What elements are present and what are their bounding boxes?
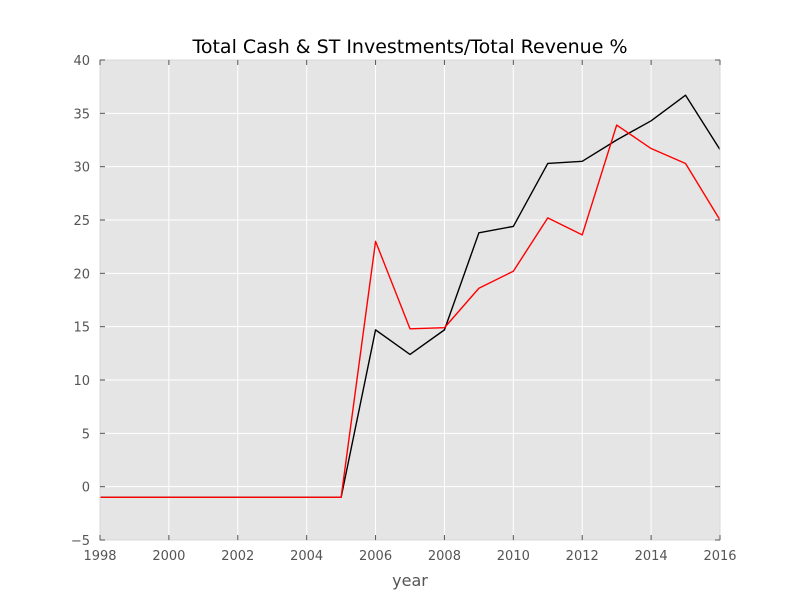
chart-title: Total Cash & ST Investments/Total Revenu… <box>191 36 627 58</box>
x-tick-label: 2006 <box>359 549 392 564</box>
x-tick-label: 1998 <box>83 549 116 564</box>
y-tick-label: −5 <box>71 534 90 549</box>
y-tick-label: 15 <box>73 321 90 336</box>
series-lines <box>100 94 721 499</box>
series-line-2 <box>100 124 721 499</box>
x-tick-label: 2010 <box>497 549 530 564</box>
x-tick-label: 2004 <box>290 549 323 564</box>
y-tick-label: 5 <box>82 427 90 442</box>
x-tick-labels: 1998 2000 2002 2004 2006 2008 2010 2012 2014 2016 <box>83 549 736 564</box>
axis-ticks <box>99 59 721 541</box>
y-tick-labels: −5 0 5 10 15 20 25 30 35 40 <box>71 54 90 549</box>
y-tick-label: 20 <box>73 267 90 282</box>
y-tick-label: 30 <box>73 161 90 176</box>
y-tick-label: 25 <box>73 214 90 229</box>
x-tick-label: 2014 <box>635 549 668 564</box>
y-tick-label: 35 <box>73 107 90 122</box>
y-tick-label: 40 <box>73 54 90 69</box>
y-tick-label: 0 <box>82 481 90 496</box>
x-tick-label: 2000 <box>152 549 185 564</box>
x-tick-label: 2012 <box>566 549 599 564</box>
x-axis-label: year <box>392 571 428 590</box>
x-tick-label: 2016 <box>703 549 736 564</box>
x-tick-label: 2008 <box>428 549 461 564</box>
plot-frame <box>99 59 721 541</box>
y-tick-label: 10 <box>73 374 90 389</box>
x-tick-label: 2002 <box>221 549 254 564</box>
